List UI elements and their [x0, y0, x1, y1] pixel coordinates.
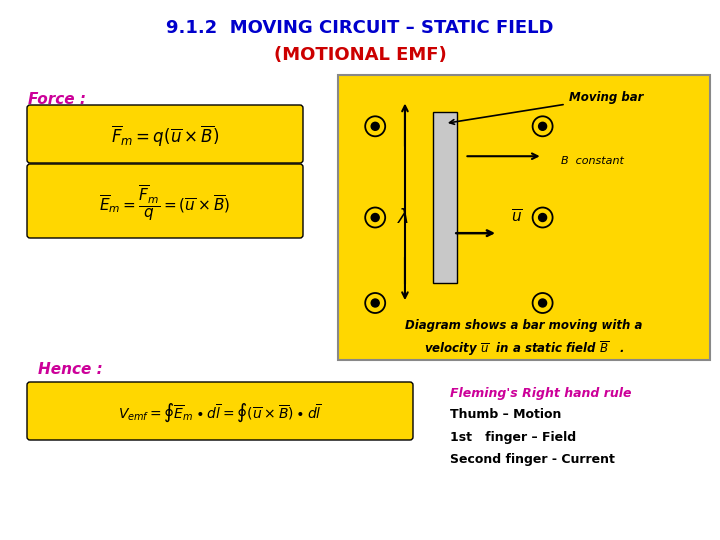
- Text: Fleming's Right hand rule: Fleming's Right hand rule: [450, 387, 631, 400]
- Text: $\overline{u}$: $\overline{u}$: [510, 209, 523, 226]
- Text: Thumb – Motion: Thumb – Motion: [450, 408, 562, 422]
- Text: Moving bar: Moving bar: [449, 91, 643, 124]
- Circle shape: [539, 213, 546, 221]
- Text: $\overline{F}_m = q\left(\overline{u} \times \overline{B}\right)$: $\overline{F}_m = q\left(\overline{u} \t…: [111, 124, 219, 149]
- Text: (MOTIONAL EMF): (MOTIONAL EMF): [274, 46, 446, 64]
- Text: velocity $\overline{u}$  in a static field $\overline{B}$   .: velocity $\overline{u}$ in a static fiel…: [424, 339, 624, 358]
- Bar: [338, 75, 710, 360]
- Text: B  constant: B constant: [561, 156, 624, 165]
- FancyBboxPatch shape: [27, 164, 303, 238]
- Text: 9.1.2  MOVING CIRCUIT – STATIC FIELD: 9.1.2 MOVING CIRCUIT – STATIC FIELD: [166, 19, 554, 37]
- Text: Force :: Force :: [28, 92, 86, 107]
- Circle shape: [372, 213, 379, 221]
- Circle shape: [539, 299, 546, 307]
- Text: $V_{emf} = \oint \overline{E}_m \bullet d\overline{l} = \oint \left(\overline{u}: $V_{emf} = \oint \overline{E}_m \bullet …: [118, 402, 322, 424]
- Text: Hence :: Hence :: [38, 362, 103, 377]
- Bar: [433, 112, 457, 283]
- Circle shape: [372, 299, 379, 307]
- Text: 1st   finger – Field: 1st finger – Field: [450, 430, 576, 443]
- FancyBboxPatch shape: [27, 105, 303, 163]
- FancyBboxPatch shape: [27, 382, 413, 440]
- Circle shape: [539, 122, 546, 130]
- Text: $\overline{E}_m = \dfrac{\overline{F}_m}{q} = \left(\overline{u} \times \overlin: $\overline{E}_m = \dfrac{\overline{F}_m}…: [99, 184, 230, 222]
- Text: Diagram shows a bar moving with a: Diagram shows a bar moving with a: [405, 319, 643, 332]
- Circle shape: [372, 122, 379, 130]
- Text: Second finger - Current: Second finger - Current: [450, 453, 615, 465]
- Text: $\lambda$: $\lambda$: [397, 208, 409, 227]
